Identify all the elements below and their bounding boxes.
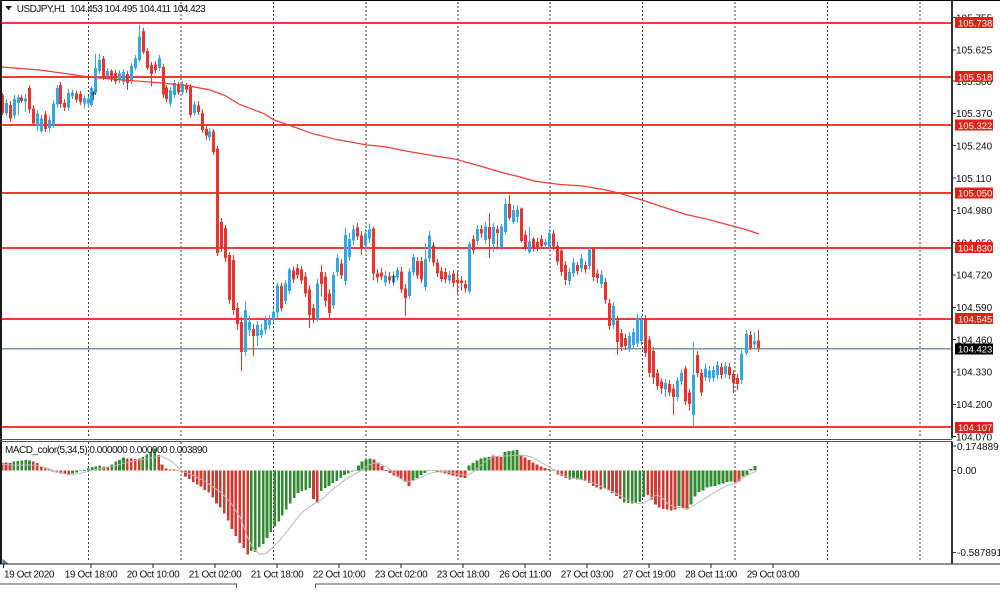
svg-text:-0.587891: -0.587891: [957, 548, 1000, 559]
svg-text:104.720: 104.720: [956, 271, 993, 282]
svg-text:USDJPY,H1 104.453 104.495 104: USDJPY,H1 104.453 104.495 104.411 104.42…: [17, 4, 206, 15]
svg-text:21 Oct 18:00: 21 Oct 18:00: [251, 570, 304, 581]
svg-text:104.200: 104.200: [956, 400, 993, 411]
svg-text:104.590: 104.590: [956, 303, 993, 314]
svg-text:22 Oct 10:00: 22 Oct 10:00: [313, 570, 366, 581]
svg-text:19 Oct 2020: 19 Oct 2020: [4, 570, 55, 581]
svg-text:29 Oct 03:00: 29 Oct 03:00: [747, 570, 800, 581]
svg-text:105.050: 105.050: [958, 189, 992, 200]
svg-text:†: †: [91, 91, 97, 103]
svg-text:104.070: 104.070: [956, 432, 993, 443]
svg-text:MACD_color(5,34,5) 0.000000 0.: MACD_color(5,34,5) 0.000000 0.000000 0.0…: [5, 445, 208, 456]
svg-text:104.107: 104.107: [958, 423, 992, 434]
svg-text:28 Oct 11:00: 28 Oct 11:00: [685, 570, 738, 581]
svg-text:105.738: 105.738: [958, 18, 992, 29]
svg-text:23 Oct 18:00: 23 Oct 18:00: [437, 570, 490, 581]
svg-text:19 Oct 18:00: 19 Oct 18:00: [65, 570, 118, 581]
svg-text:105.370: 105.370: [956, 109, 993, 120]
svg-text:104.830: 104.830: [958, 243, 992, 254]
svg-text:104.423: 104.423: [958, 345, 992, 356]
svg-text:105.240: 105.240: [956, 141, 993, 152]
svg-text:20 Oct 10:00: 20 Oct 10:00: [127, 570, 180, 581]
svg-text:104.330: 104.330: [956, 368, 993, 379]
svg-text:104.460: 104.460: [956, 335, 993, 346]
svg-text:27 Oct 19:00: 27 Oct 19:00: [623, 570, 676, 581]
svg-text:27 Oct 03:00: 27 Oct 03:00: [561, 570, 614, 581]
svg-text:105.500: 105.500: [956, 77, 993, 88]
svg-text:26 Oct 11:00: 26 Oct 11:00: [499, 570, 552, 581]
svg-text:104.545: 104.545: [958, 314, 992, 325]
svg-text:104.980: 104.980: [956, 206, 993, 217]
svg-text:23 Oct 02:00: 23 Oct 02:00: [375, 570, 428, 581]
svg-text:105.110: 105.110: [956, 174, 992, 185]
svg-text:105.518: 105.518: [958, 72, 992, 83]
svg-text:†: †: [391, 274, 397, 286]
svg-text:105.322: 105.322: [958, 121, 992, 132]
svg-text:105.625: 105.625: [956, 46, 993, 57]
svg-text:21 Oct 02:00: 21 Oct 02:00: [189, 570, 242, 581]
svg-text:0.00: 0.00: [957, 466, 977, 477]
svg-text:0.174889: 0.174889: [957, 442, 999, 453]
